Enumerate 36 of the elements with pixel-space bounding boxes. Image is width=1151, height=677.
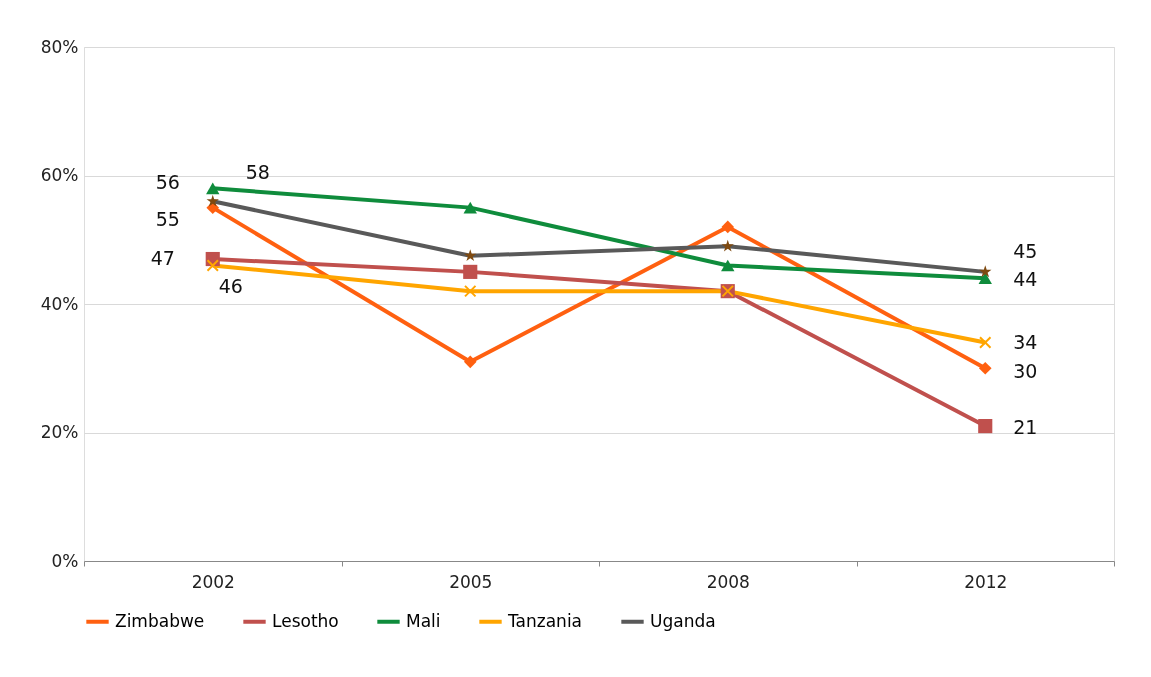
data-label: 47	[150, 247, 175, 270]
legend-label: Uganda	[650, 610, 716, 631]
x-tick-label: 2012	[964, 571, 1008, 592]
point	[463, 264, 478, 279]
point	[979, 336, 992, 349]
point	[464, 284, 477, 298]
data-label: 34	[1013, 330, 1038, 353]
point	[721, 259, 735, 272]
point	[463, 355, 477, 369]
y-tick-label: 60%	[40, 165, 79, 185]
point	[463, 201, 477, 214]
data-label: 45	[1013, 239, 1038, 262]
data-label: 58	[245, 161, 270, 184]
data-label: 21	[1013, 416, 1038, 439]
data-label: 46	[218, 275, 243, 298]
point	[978, 361, 992, 375]
point	[978, 419, 993, 434]
y-tick-label: 20%	[40, 422, 79, 442]
y-tick-label: 40%	[40, 293, 79, 314]
point	[978, 272, 992, 285]
point	[721, 220, 735, 234]
legend-label: Lesotho	[272, 610, 339, 631]
data-label: 55	[155, 207, 180, 230]
point	[206, 259, 219, 272]
x-tick-label: 2002	[191, 571, 235, 592]
legend-label: Tanzania	[507, 610, 583, 631]
point	[206, 182, 220, 195]
y-tick-label: 80%	[40, 36, 79, 57]
data-label: 44	[1013, 268, 1038, 291]
legend-label: Zimbabwe	[115, 610, 205, 631]
data-label: 56	[155, 171, 180, 194]
legend-label: Mali	[406, 610, 441, 631]
y-tick-label: 0%	[51, 550, 79, 571]
data-label: 30	[1013, 360, 1038, 383]
x-tick-label: 2008	[706, 571, 750, 592]
x-tick-label: 2005	[449, 571, 493, 592]
